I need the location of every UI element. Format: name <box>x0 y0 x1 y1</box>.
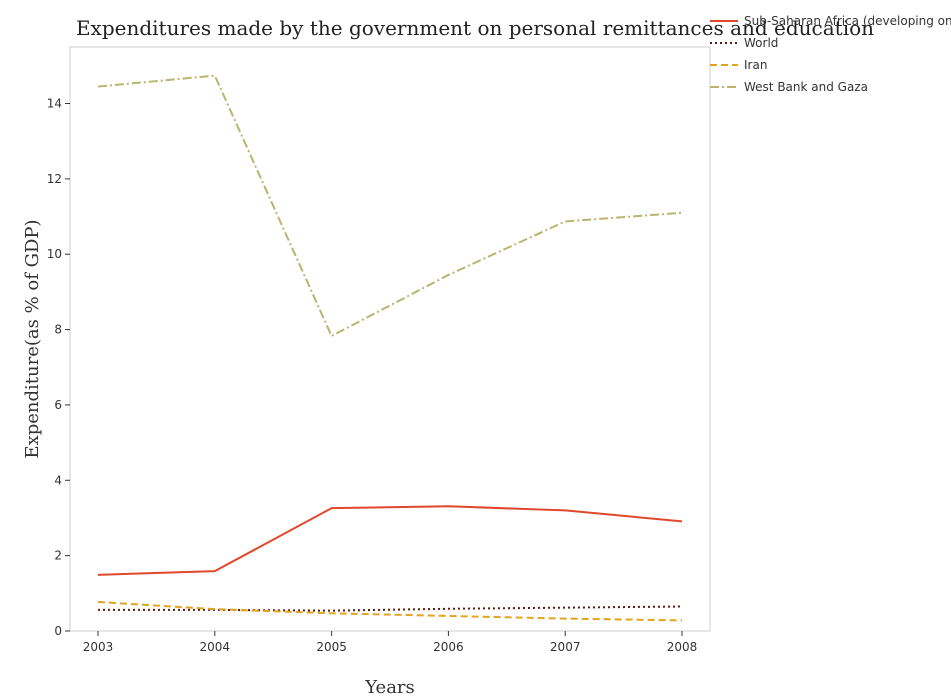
x-tick-label: 2008 <box>667 640 698 654</box>
x-tick-label: 2005 <box>316 640 347 654</box>
legend-label: Iran <box>744 58 767 72</box>
series-line-3 <box>97 74 683 338</box>
series-lines <box>97 74 683 622</box>
y-tick-label: 12 <box>47 172 62 186</box>
y-tick-label: 10 <box>47 247 62 261</box>
y-tick-label: 14 <box>47 97 62 111</box>
y-axis-label: Expenditure(as % of GDP) <box>22 219 43 458</box>
x-axis: 2003 2004 2005 2006 2007 2008 <box>83 631 698 654</box>
plot-area <box>69 46 711 632</box>
y-tick-label: 0 <box>54 624 62 638</box>
legend-label: World <box>744 36 778 50</box>
x-axis-label: Years <box>364 677 415 698</box>
legend-label: Sub-Saharan Africa (developing only) <box>744 14 951 28</box>
series-line-2 <box>97 600 683 622</box>
x-tick-label: 2007 <box>550 640 581 654</box>
series-line-0 <box>97 505 683 576</box>
chart-title: Expenditures made by the government on p… <box>76 16 874 40</box>
y-tick-label: 8 <box>54 323 62 337</box>
series-line-1 <box>98 605 683 612</box>
x-tick-label: 2004 <box>200 640 231 654</box>
x-tick-label: 2006 <box>433 640 464 654</box>
legend: Sub-Saharan Africa (developing only) Worl… <box>710 14 951 94</box>
y-tick-label: 6 <box>54 398 62 412</box>
y-tick-label: 4 <box>54 473 62 487</box>
y-tick-label: 2 <box>54 549 62 563</box>
legend-label: West Bank and Gaza <box>744 80 868 94</box>
x-tick-label: 2003 <box>83 640 114 654</box>
y-axis: 0 2 4 6 8 10 12 14 <box>47 97 70 638</box>
